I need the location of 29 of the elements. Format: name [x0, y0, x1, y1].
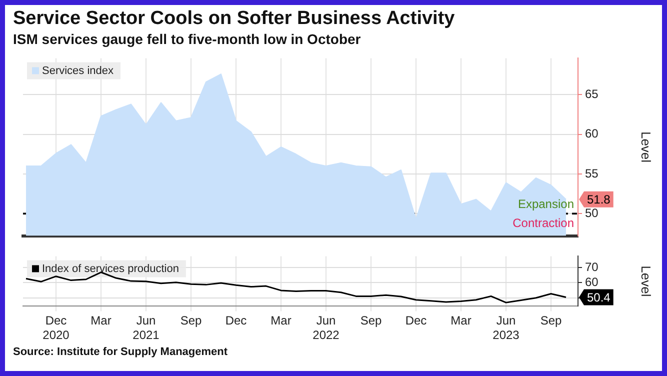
legend-label: Index of services production — [42, 263, 179, 276]
y-axis-title: Level — [638, 266, 654, 297]
annotation: 50.4 — [587, 290, 611, 305]
legend-label: Services index — [42, 65, 114, 78]
x-tick-label: Mar — [450, 314, 472, 328]
x-tick-label: Sep — [360, 314, 382, 328]
x-tick-label: Dec — [225, 314, 247, 328]
x-tick-label: Dec 2020 — [42, 314, 70, 342]
y-tick-label: 55 — [585, 166, 599, 180]
annotation: Expansion — [518, 196, 574, 211]
x-tick-label: Sep — [180, 314, 202, 328]
y-tick-label: 65 — [585, 86, 599, 101]
chart-subtitle: ISM services gauge fell to five-month low in October — [13, 30, 362, 48]
x-tick-label: Dec — [405, 314, 427, 328]
annotation: 51.8 — [587, 192, 611, 207]
y-tick-label: 60 — [585, 126, 599, 141]
x-tick-label: Jun 2023 — [492, 314, 520, 342]
annotation: Contraction — [512, 216, 574, 230]
source-note: Source: Institute for Supply Management — [13, 346, 229, 359]
chart-title: Service Sector Cools on Softer Business Activity — [13, 8, 456, 30]
x-tick-label: Mar — [270, 314, 292, 328]
x-tick-label: Jun 2022 — [312, 314, 340, 342]
x-tick-label: Mar — [90, 314, 112, 328]
y-tick-label: 70 — [585, 260, 599, 274]
x-tick-label: Jun 2021 — [132, 314, 160, 342]
x-tick-label: Sep — [540, 314, 562, 328]
y-axis-title: Level — [638, 131, 654, 163]
y-tick-label: 50 — [585, 206, 599, 220]
y-tick-label: 60 — [585, 275, 599, 290]
